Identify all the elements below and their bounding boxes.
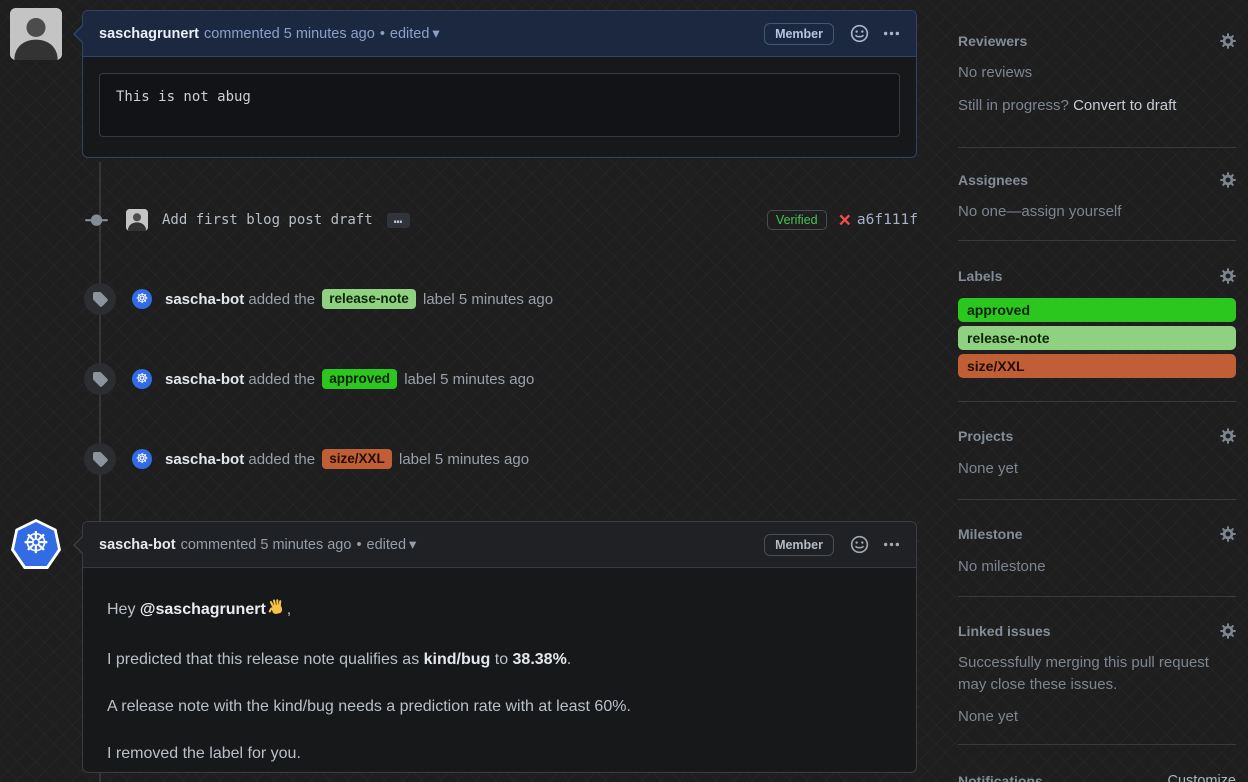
kebab-menu-button[interactable] (883, 25, 900, 42)
section-title: Assignees (958, 172, 1029, 188)
comment-body: This is not abug (83, 57, 916, 153)
comment-saschagrunert: saschagrunert commented 5 minutes ago • … (73, 10, 917, 158)
convert-to-draft-link[interactable]: Convert to draft (1073, 97, 1177, 114)
label-chip[interactable]: release-note (322, 289, 416, 309)
section-title: Labels (958, 268, 1003, 284)
chevron-down-icon: ▾ (409, 536, 417, 553)
commit-author-avatar[interactable] (126, 209, 148, 231)
event-actor[interactable]: sascha-bot (165, 371, 245, 388)
kebab-menu-button[interactable] (883, 536, 900, 553)
comment-timestamp[interactable]: commented 5 minutes ago (203, 25, 375, 42)
emoji-reaction-button[interactable] (850, 535, 869, 554)
commit-event: Add first blog post draft … Verified × a… (85, 205, 918, 235)
gear-icon[interactable] (1220, 526, 1236, 542)
commit-message-link[interactable]: Add first blog post draft (162, 212, 373, 228)
tag-icon (84, 443, 116, 475)
sidebar-section-reviewers: Reviewers No reviews Still in progress? … (958, 33, 1236, 148)
sidebar-section-linked-issues: Linked issues Successfully merging this … (958, 597, 1236, 745)
sidebar-label-size-xxl[interactable]: size/XXL (958, 354, 1236, 378)
comment-header: sascha-bot commented 5 minutes ago • edi… (73, 522, 916, 568)
sidebar-section-milestone: Milestone No milestone (958, 500, 1236, 597)
tag-icon (84, 363, 116, 395)
git-commit-icon (85, 209, 108, 232)
commit-expander-button[interactable]: … (386, 212, 411, 228)
edited-dropdown[interactable]: edited ▾ (389, 25, 440, 42)
comment-author-link[interactable]: sascha-bot (99, 536, 176, 553)
avatar-sascha-bot[interactable]: ☸ (11, 519, 61, 569)
label-event-row: ☸ sascha-bot added the approved label 5 … (84, 363, 917, 395)
sidebar: Reviewers No reviews Still in progress? … (958, 0, 1236, 782)
member-badge[interactable]: Member (764, 533, 834, 556)
reviewers-empty: No reviews (958, 64, 1033, 81)
paragraph-greeting: Hey @saschagrunert, (107, 598, 892, 622)
section-title: Reviewers (958, 33, 1028, 49)
sidebar-label-approved[interactable]: approved (958, 298, 1236, 322)
sidebar-label-release-note[interactable]: release-note (958, 326, 1236, 350)
status-failed-x-icon[interactable]: × (838, 208, 851, 232)
section-title: Milestone (958, 526, 1023, 542)
emoji-reaction-button[interactable] (850, 24, 869, 43)
code-block: This is not abug (99, 73, 900, 137)
comment-body: Hey @saschagrunert, I predicted that thi… (83, 568, 916, 782)
waving-hand-icon (265, 598, 287, 622)
gear-icon[interactable] (1220, 623, 1236, 639)
label-chip[interactable]: approved (322, 369, 398, 389)
label-event-row: ☸ sascha-bot added the release-note labe… (84, 283, 917, 315)
edited-dropdown[interactable]: edited ▾ (366, 536, 417, 553)
bot-avatar[interactable]: ☸ (132, 289, 152, 309)
paragraph-prediction: I predicted that this release note quali… (107, 651, 572, 668)
linked-issues-empty: None yet (958, 708, 1019, 725)
label-chip[interactable]: size/XXL (322, 449, 392, 469)
sidebar-section-projects: Projects None yet (958, 402, 1236, 500)
section-title: Notifications (958, 773, 1043, 782)
gear-icon[interactable] (1220, 268, 1236, 284)
chevron-down-icon: ▾ (432, 25, 440, 42)
bot-avatar[interactable]: ☸ (132, 449, 152, 469)
mention-link[interactable]: @saschagrunert (139, 601, 266, 618)
paragraph-removed: I removed the label for you. (107, 745, 301, 762)
avatar-saschagrunert[interactable] (10, 8, 62, 60)
sidebar-section-notifications: Notifications Customize (958, 745, 1236, 782)
tag-icon (84, 283, 116, 315)
kubernetes-wheel-icon: ☸ (14, 522, 58, 566)
member-badge[interactable]: Member (764, 22, 834, 45)
gear-icon[interactable] (1220, 172, 1236, 188)
bot-avatar[interactable]: ☸ (132, 369, 152, 389)
commit-sha-link[interactable]: a6f111f (856, 212, 918, 228)
gear-icon[interactable] (1220, 33, 1236, 49)
event-actor[interactable]: sascha-bot (165, 451, 245, 468)
gear-icon[interactable] (1220, 428, 1236, 444)
sidebar-section-labels: Labels approved release-note size/XXL (958, 241, 1236, 402)
linked-issues-description: Successfully merging this pull request m… (958, 654, 1209, 693)
section-title: Projects (958, 428, 1014, 444)
verified-badge[interactable]: Verified (766, 210, 827, 230)
section-title: Linked issues (958, 623, 1051, 639)
sidebar-section-assignees: Assignees No one—assign yourself (958, 148, 1236, 241)
customize-notifications-link[interactable]: Customize (1167, 773, 1237, 782)
event-actor[interactable]: sascha-bot (165, 291, 245, 308)
assign-yourself-link[interactable]: assign yourself (1021, 203, 1122, 220)
meta-separator: • (379, 25, 385, 42)
comment-header: saschagrunert commented 5 minutes ago • … (73, 11, 916, 57)
meta-separator: • (356, 536, 362, 553)
comment-timestamp[interactable]: commented 5 minutes ago (180, 536, 352, 553)
paragraph-requirement: A release note with the kind/bug needs a… (107, 698, 631, 715)
comment-author-link[interactable]: saschagrunert (99, 25, 199, 42)
comment-sascha-bot: sascha-bot commented 5 minutes ago • edi… (73, 521, 917, 773)
milestone-empty: No milestone (958, 558, 1046, 575)
label-event-row: ☸ sascha-bot added the size/XXL label 5 … (84, 443, 917, 475)
projects-empty: None yet (958, 460, 1019, 477)
